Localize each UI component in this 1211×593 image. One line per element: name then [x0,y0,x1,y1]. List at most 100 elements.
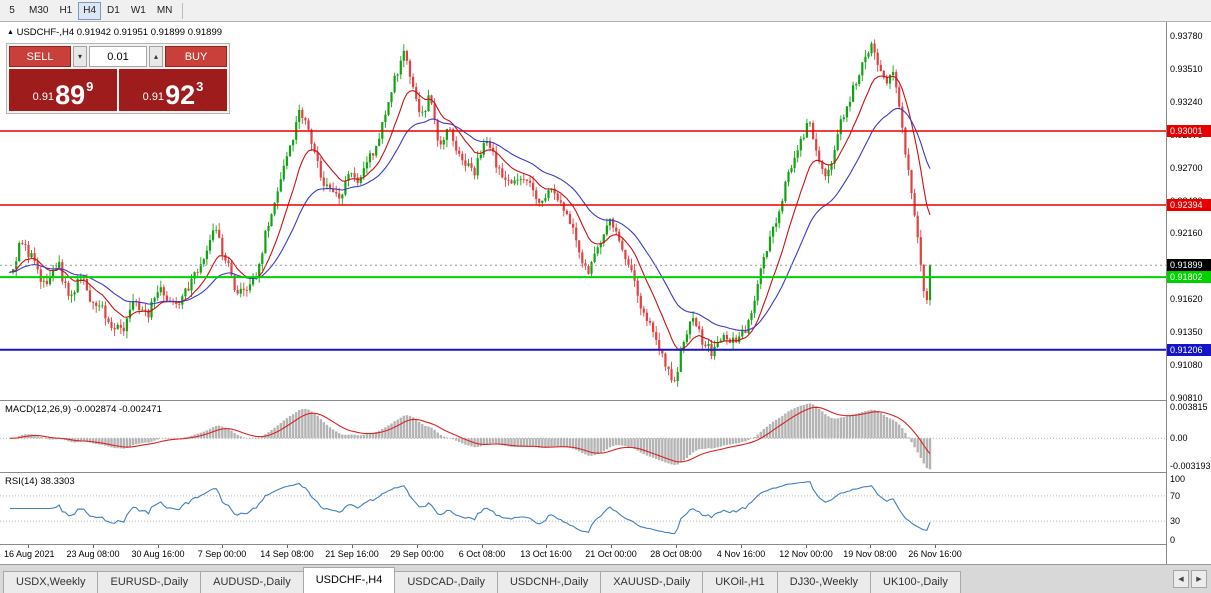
time-axis-label: 19 Nov 08:00 [843,549,897,559]
rsi-label: RSI(14) 38.3303 [5,476,75,487]
lot-decrease-button[interactable]: ▾ [73,46,87,67]
time-axis-label: 14 Sep 08:00 [260,549,314,559]
buy-price-display[interactable]: 0.91 92 3 [119,69,227,111]
chart-symbol-timeframe: USDCHF-,H4 [16,27,75,38]
pane-splitter-rsi[interactable] [0,472,1211,473]
timeframe-button-d1[interactable]: D1 [107,5,120,16]
sell-price-display[interactable]: 0.91 89 9 [9,69,117,111]
sell-price-prefix: 0.91 [32,91,55,103]
tabs-scroll-left-button[interactable]: ◀ [1173,570,1189,588]
time-axis-tick [287,545,288,548]
rsi-indicator-pane[interactable]: RSI(14) 38.3303 [0,473,1166,544]
hline-price-badge: 0.93001 [1167,125,1211,137]
chevron-down-icon: ▾ [77,52,82,61]
time-axis-separator [0,544,1211,545]
time-axis-label: 21 Oct 00:00 [585,549,637,559]
time-axis-label: 23 Aug 08:00 [66,549,120,559]
time-axis-tick [935,545,936,548]
macd-label: MACD(12,26,9) -0.002874 -0.002471 [5,404,162,415]
lot-increase-button[interactable]: ▴ [149,46,163,67]
time-axis-label: 28 Oct 08:00 [650,549,702,559]
time-axis-tick [352,545,353,548]
macd-axis-min-label: -0.003193 [1170,461,1211,471]
right-arrow-icon: ▶ [1196,576,1202,583]
timeframe-button-w1[interactable]: W1 [130,5,146,16]
sell-price-big: 89 [55,80,86,111]
time-axis-tick [546,545,547,548]
time-axis[interactable]: 16 Aug 2021 23 Aug 08:00 30 Aug 16:00 7 Sep… [0,545,1166,564]
time-axis-label: 6 Oct 08:00 [458,549,506,559]
time-axis-tick [741,545,742,548]
timeframe-button-5[interactable]: 5 [9,5,15,16]
sell-price-sup: 9 [86,79,94,94]
buy-price-prefix: 0.91 [142,91,165,103]
price-axis[interactable]: 0.937800.935100.932400.929700.927000.924… [1167,22,1211,564]
hline-price-badge: 0.91802 [1167,271,1211,283]
hline-price-badge: 0.92394 [1167,199,1211,211]
time-axis-label: 29 Sep 00:00 [390,549,444,559]
time-axis-tick [870,545,871,548]
time-axis-label: 4 Nov 16:00 [716,549,766,559]
chart-ohlc-values: 0.91942 0.91951 0.91899 0.91899 [76,27,223,38]
lot-size-input[interactable] [89,46,147,67]
time-axis-tick [482,545,483,548]
buy-button[interactable]: BUY [165,46,227,67]
tabs-scroll-right-button[interactable]: ▶ [1191,570,1207,588]
time-axis-label: 21 Sep 16:00 [325,549,379,559]
price-axis-label: 0.93240 [1170,97,1203,107]
timeframe-button-mn[interactable]: MN [156,5,173,16]
buy-price-sup: 3 [196,79,204,94]
time-axis-tick [806,545,807,548]
chart-tab[interactable]: UK100-,Daily [870,571,961,593]
chevron-up-icon: ▴ [153,52,158,61]
chart-tab[interactable]: AUDUSD-,Daily [200,571,304,593]
rsi-axis-label: 100 [1170,474,1186,484]
rsi-axis-label: 70 [1170,491,1181,501]
chart-tab[interactable]: XAUUSD-,Daily [600,571,704,593]
chart-tab[interactable]: USDCAD-,Daily [394,571,498,593]
candlestick-chart[interactable] [0,22,1166,400]
timeframe-toolbar: 5 M30 H1 H4 D1 W1 MN [0,0,1211,22]
chart-tab[interactable]: USDX,Weekly [3,571,99,593]
macd-chart[interactable] [0,401,1166,472]
timeframe-button-h4[interactable]: H4 [78,1,102,20]
main-chart-pane[interactable]: ▲ USDCHF-,H4 0.91942 0.91951 0.91899 0.9… [0,22,1166,400]
price-axis-label: 0.92160 [1170,228,1203,238]
timeframe-button-m30[interactable]: M30 [29,5,49,16]
time-axis-tick [417,545,418,548]
time-axis-tick [93,545,94,548]
price-axis-label: 0.90810 [1170,393,1203,403]
rsi-axis-label: 0 [1170,535,1176,545]
chart-tab[interactable]: DJ30-,Weekly [776,571,872,593]
time-axis-label: 7 Sep 00:00 [197,549,247,559]
time-axis-tick [676,545,677,548]
collapse-icon[interactable]: ▲ [7,29,14,36]
time-axis-label: 16 Aug 2021 [4,549,55,559]
chart-tab-bar: USDX,Weekly EURUSD-,Daily AUDUSD-,Daily USD… [0,564,1211,593]
rsi-chart[interactable] [0,473,1166,544]
time-axis-label: 30 Aug 16:00 [131,549,185,559]
chart-tab[interactable]: UKOil-,H1 [702,571,778,593]
buy-price-big: 92 [165,80,196,111]
time-axis-tick [611,545,612,548]
time-axis-label: 26 Nov 16:00 [908,549,962,559]
timeframe-button-h1[interactable]: H1 [59,5,73,16]
price-axis-label: 0.92700 [1170,163,1203,173]
price-axis-separator [1166,22,1167,564]
price-axis-label: 0.91620 [1170,294,1203,304]
time-axis-label: 12 Nov 00:00 [779,549,833,559]
chart-tab[interactable]: EURUSD-,Daily [97,571,202,593]
chart-tab[interactable]: USDCHF-,H4 [302,567,396,593]
current-price-badge: 0.91899 [1167,259,1211,271]
chart-title: ▲ USDCHF-,H4 0.91942 0.91951 0.91899 0.9… [7,27,222,38]
chart-tab[interactable]: USDCNH-,Daily [496,571,602,593]
toolbar-separator [182,2,184,19]
macd-axis-max-label: 0.003815 [1170,402,1208,412]
price-axis-label: 0.91080 [1170,360,1203,370]
chart-workspace: ▲ USDCHF-,H4 0.91942 0.91951 0.91899 0.9… [0,22,1211,564]
pane-splitter-macd[interactable] [0,400,1211,401]
macd-indicator-pane[interactable]: MACD(12,26,9) -0.002874 -0.002471 [0,401,1166,472]
sell-button[interactable]: SELL [9,46,71,67]
time-axis-tick [158,545,159,548]
